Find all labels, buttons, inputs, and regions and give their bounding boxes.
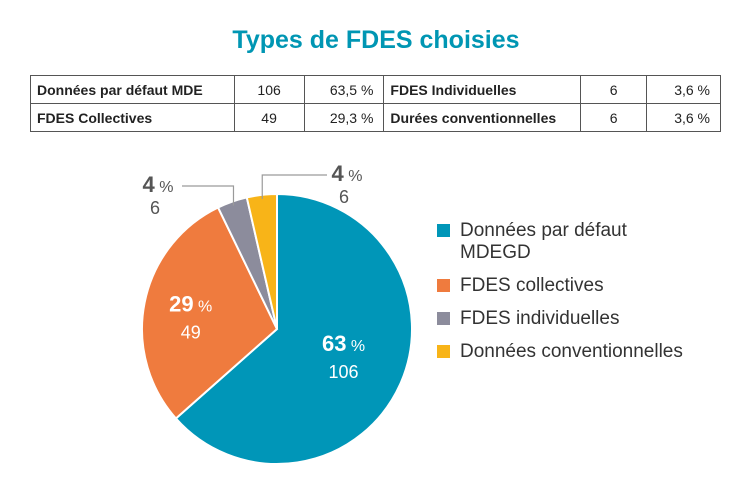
table-cell-count: 6: [580, 75, 648, 104]
table-cell-percent: 3,6 %: [646, 75, 721, 104]
legend-swatch: [437, 312, 450, 325]
table-cell-count: 49: [233, 103, 305, 132]
table-cell-label: FDES Collectives: [30, 103, 235, 132]
pie-slices: [141, 192, 413, 465]
legend-item: Données conventionnelles: [437, 341, 690, 363]
leader-line: [182, 185, 235, 206]
leader-line: [261, 174, 327, 199]
slice-count-label: 49: [181, 323, 201, 343]
legend-swatch: [437, 279, 450, 292]
table-row: Données par défaut MDE 106 63,5 % FDES I…: [30, 75, 721, 104]
legend-label: FDES individuelles: [460, 308, 620, 329]
table-cell-count: 6: [580, 103, 648, 132]
slice-count-label: 6: [150, 198, 160, 218]
slice-count-label: 6: [339, 187, 349, 207]
slice-percent-label: 29 %: [169, 292, 212, 317]
slice-percent-label: 4 %: [143, 172, 174, 197]
legend-label: Données conventionnelles: [460, 341, 683, 362]
legend-item: FDES individuelles: [437, 308, 690, 330]
table-cell-label: FDES Individuelles: [383, 75, 582, 104]
legend-label: FDES collectives: [460, 275, 604, 296]
slice-percent-label: 63 %: [322, 331, 365, 356]
pie-slice: [174, 192, 413, 465]
slice-count-label: 106: [329, 362, 359, 382]
legend: Données par défaut MDEGD FDES collective…: [437, 220, 690, 374]
legend-item: Données par défaut MDEGD: [437, 220, 690, 264]
legend-label: Données par défaut MDEGD: [460, 220, 627, 263]
table-cell-percent: 3,6 %: [646, 103, 721, 132]
slice-percent-label: 4 %: [332, 161, 363, 186]
table-cell-count: 106: [233, 75, 305, 104]
summary-table: Données par défaut MDE 106 63,5 % FDES I…: [30, 75, 721, 132]
chart-title: Types de FDES choisies: [232, 26, 520, 54]
table-cell-percent: 63,5 %: [303, 75, 385, 104]
legend-swatch: [437, 345, 450, 358]
table-cell-label: Données par défaut MDE: [30, 75, 235, 104]
table-cell-percent: 29,3 %: [303, 103, 385, 132]
table-row: FDES Collectives 49 29,3 % Durées conven…: [30, 103, 721, 132]
legend-item: FDES collectives: [437, 275, 690, 297]
table-cell-label: Durées conventionnelles: [383, 103, 582, 132]
legend-swatch: [437, 224, 450, 237]
